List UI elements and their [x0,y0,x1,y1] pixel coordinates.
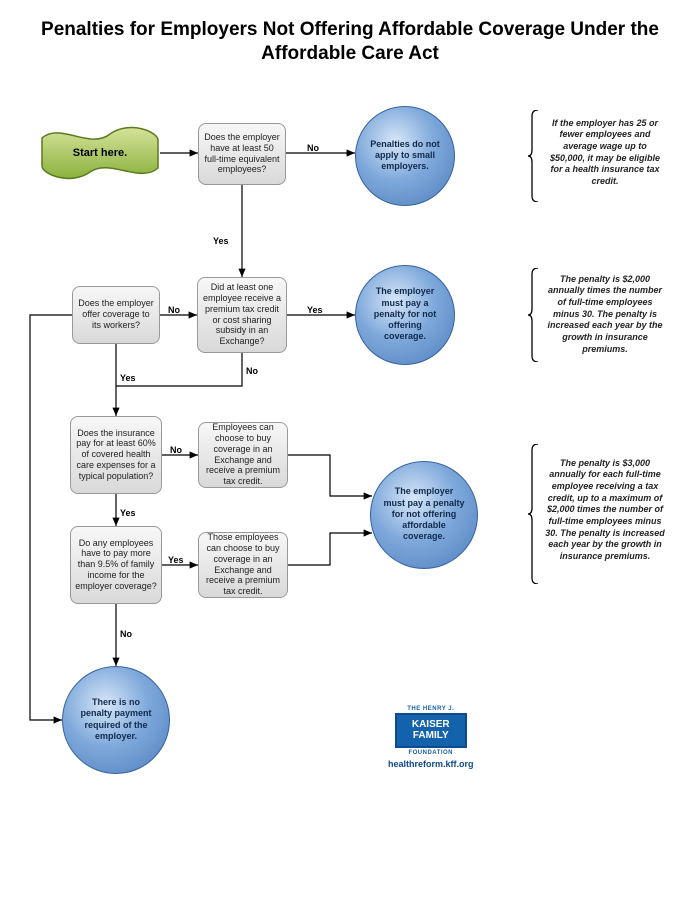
brace-1 [528,268,542,362]
node-note1: If the employer has 25 or fewer employee… [545,118,665,188]
edge-label-3: No [168,305,180,315]
flowchart-canvas: Start here. Does the employer have at le… [0,76,700,896]
edge-label-9: Yes [168,555,184,565]
node-q50: Does the employer have at least 50 full-… [198,123,286,185]
node-note2: The penalty is $2,000 annually times the… [545,274,665,356]
node-q60: Does the insurance pay for at least 60% … [70,416,162,494]
brace-2 [528,444,542,584]
start-label: Start here. [40,126,160,181]
edge-label-2: Yes [213,236,229,246]
node-noPen: There is no penalty payment required of … [62,666,170,774]
edge-label-6: No [246,366,258,376]
edge-label-12: No [120,629,132,639]
node-small: Penalties do not apply to small employer… [355,106,455,206]
node-note3: The penalty is $3,000 annually for each … [545,458,665,563]
node-info2: Those employees can choose to buy covera… [198,532,288,598]
edge-label-5: Yes [120,373,136,383]
start-node: Start here. [40,126,160,181]
node-q95: Do any employees have to pay more than 9… [70,526,162,604]
edge-10 [288,455,372,496]
node-penAff: The employer must pay a penalty for not … [370,461,478,569]
kaiser-logo: THE HENRY J. KAISER FAMILY FOUNDATION he… [388,706,474,769]
edge-13 [30,315,72,720]
node-info1: Employees can choose to buy coverage in … [198,422,288,488]
node-qCredit: Did at least one employee receive a prem… [197,277,287,353]
node-penNoOffer: The employer must pay a penalty for not … [355,265,455,365]
logo-url: healthreform.kff.org [388,759,474,769]
logo-top: THE HENRY J. [388,706,474,713]
brace-0 [528,110,542,202]
edge-label-8: Yes [120,508,136,518]
logo-bottom: FOUNDATION [388,750,474,757]
node-qOffer: Does the employer offer coverage to its … [72,286,160,344]
edge-label-1: No [307,143,319,153]
logo-brand: KAISER FAMILY [395,713,467,748]
edge-label-7: No [170,445,182,455]
edge-11 [288,533,372,565]
page-title: Penalties for Employers Not Offering Aff… [0,0,700,76]
edge-label-4: Yes [307,305,323,315]
